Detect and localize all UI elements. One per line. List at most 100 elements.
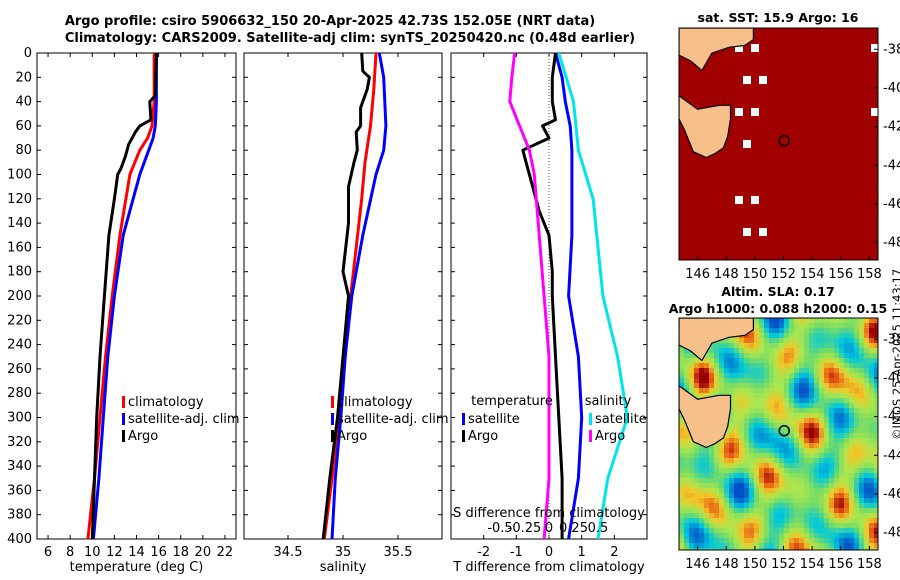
y-tick-label: -40 — [883, 81, 900, 96]
map-field — [679, 318, 878, 550]
map-cell — [784, 348, 790, 354]
map-cell — [869, 378, 875, 384]
map-cell — [834, 333, 840, 339]
map-cell — [684, 368, 690, 374]
map-cell — [764, 433, 770, 439]
y-tick-label: 140 — [7, 216, 32, 231]
map-cell — [779, 533, 785, 539]
map-cell — [719, 212, 728, 221]
map-cell — [749, 458, 755, 464]
map-cell — [684, 543, 690, 549]
map-cell — [799, 503, 805, 509]
map-cell — [783, 244, 792, 253]
map-cell — [743, 44, 752, 53]
y-tick-label: 300 — [7, 411, 32, 426]
map-cell — [823, 252, 832, 260]
map-cell — [789, 493, 795, 499]
map-cell — [714, 383, 720, 389]
map-cell — [749, 493, 755, 499]
map-cell — [863, 60, 872, 69]
map-cell — [809, 503, 815, 509]
map-cell — [769, 533, 775, 539]
map-cell — [829, 418, 835, 424]
map-cell — [874, 523, 878, 529]
map-cell — [744, 428, 750, 434]
legend-label: climatology — [337, 395, 413, 410]
map-cell — [759, 378, 765, 384]
map-cell — [869, 548, 875, 550]
map-cell — [799, 438, 805, 444]
map-cell — [799, 318, 805, 324]
x-tick-label: 10 — [84, 545, 101, 560]
map-cell — [823, 44, 832, 53]
map-cell — [819, 468, 825, 474]
map-cell — [719, 353, 725, 359]
map-cell — [834, 463, 840, 469]
map-cell — [679, 433, 685, 439]
map-cell — [774, 338, 780, 344]
map-cell — [864, 478, 870, 484]
map-cell — [719, 76, 728, 85]
map-cell — [789, 393, 795, 399]
map-cell — [823, 116, 832, 125]
map-cell — [819, 358, 825, 364]
map-cell — [759, 423, 765, 429]
map-cell — [769, 368, 775, 374]
map-cell — [703, 204, 712, 213]
map-cell — [754, 403, 760, 409]
map-cell — [794, 328, 800, 334]
map-cell — [764, 393, 770, 399]
map-cell — [774, 538, 780, 544]
map-cell — [799, 398, 805, 404]
map-cell — [749, 403, 755, 409]
map-cell — [784, 398, 790, 404]
map-cell — [854, 508, 860, 514]
map-cell — [734, 478, 740, 484]
map-cell — [719, 373, 725, 379]
map-cell — [815, 196, 824, 205]
map-cell — [823, 28, 832, 37]
map-cell — [734, 523, 740, 529]
map-cell — [831, 236, 840, 245]
map-cell — [695, 156, 704, 165]
map-cell — [794, 383, 800, 389]
y-tick-label: 200 — [7, 289, 32, 304]
map-cell — [819, 328, 825, 334]
map-cell — [854, 433, 860, 439]
map-cell — [729, 343, 735, 349]
map-cell — [799, 408, 805, 414]
map-cell — [764, 463, 770, 469]
map-cell — [759, 68, 768, 77]
map-cell — [859, 393, 865, 399]
map-cell — [689, 353, 695, 359]
map-cell — [744, 518, 750, 524]
sst-map-title: sat. SST: 15.9 Argo: 16 — [697, 10, 859, 25]
map-cell — [794, 518, 800, 524]
map-cell — [869, 393, 875, 399]
map-cell — [744, 343, 750, 349]
map-cell — [754, 483, 760, 489]
map-cell — [739, 403, 745, 409]
map-cell — [774, 533, 780, 539]
map-cell — [759, 403, 765, 409]
map-cell — [864, 433, 870, 439]
map-cell — [869, 368, 875, 374]
map-cell — [744, 438, 750, 444]
map-cell — [855, 236, 864, 245]
map-cell — [874, 418, 878, 424]
map-cell — [807, 84, 816, 93]
map-cell — [739, 388, 745, 394]
map-cell — [784, 428, 790, 434]
map-cell — [807, 28, 816, 37]
map-cell — [844, 518, 850, 524]
map-cell — [724, 508, 730, 514]
map-cell — [864, 473, 870, 479]
map-cell — [799, 220, 808, 229]
map-cell — [729, 533, 735, 539]
map-cell — [679, 196, 688, 205]
map-cell — [719, 100, 728, 109]
map-cell — [814, 358, 820, 364]
map-cell — [695, 164, 704, 173]
map-cell — [694, 523, 700, 529]
map-cell — [799, 328, 805, 334]
